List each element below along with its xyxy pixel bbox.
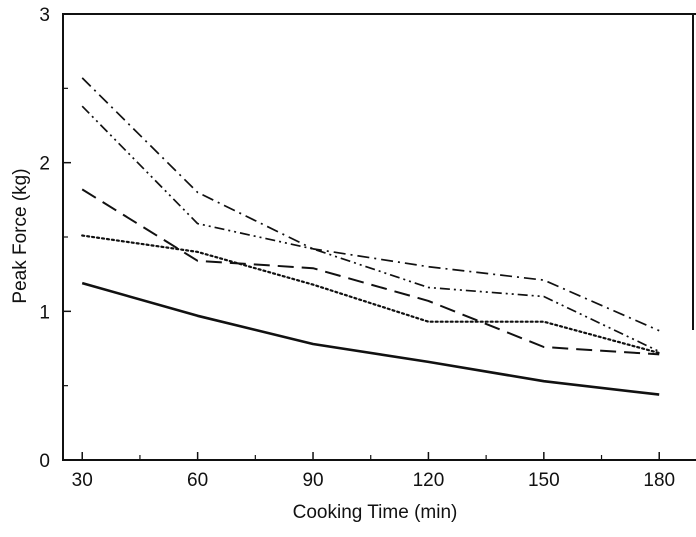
plot-frame — [62, 13, 696, 461]
series-line-dash-dot — [81, 77, 660, 332]
series-line-dashed — [81, 188, 660, 356]
x-tick-label-0: 30 — [72, 470, 93, 491]
x-tick-label-1: 60 — [187, 470, 208, 491]
x-axis-label: Cooking Time (min) — [293, 502, 458, 523]
y-axis-label: Peak Force (kg) — [10, 168, 31, 303]
axis-ticks: 30 60 90 120 150 180 0 1 2 3 — [39, 5, 675, 491]
x-tick-label-3: 120 — [413, 470, 445, 491]
axis-labels: Cooking Time (min) Peak Force (kg) — [10, 168, 457, 523]
series-line-dotted — [81, 234, 661, 355]
x-tick-label-2: 90 — [302, 470, 323, 491]
y-tick-label-2: 2 — [39, 154, 50, 175]
y-tick-label-1: 1 — [39, 302, 50, 323]
y-tick-label-3: 3 — [39, 5, 50, 26]
series-line-solid — [81, 281, 660, 396]
series-line-dash-dot-dot — [81, 105, 660, 353]
y-tick-label-0: 0 — [39, 451, 50, 472]
data-series — [81, 77, 661, 396]
x-tick-label-4: 150 — [528, 470, 560, 491]
x-tick-label-5: 180 — [643, 470, 675, 491]
